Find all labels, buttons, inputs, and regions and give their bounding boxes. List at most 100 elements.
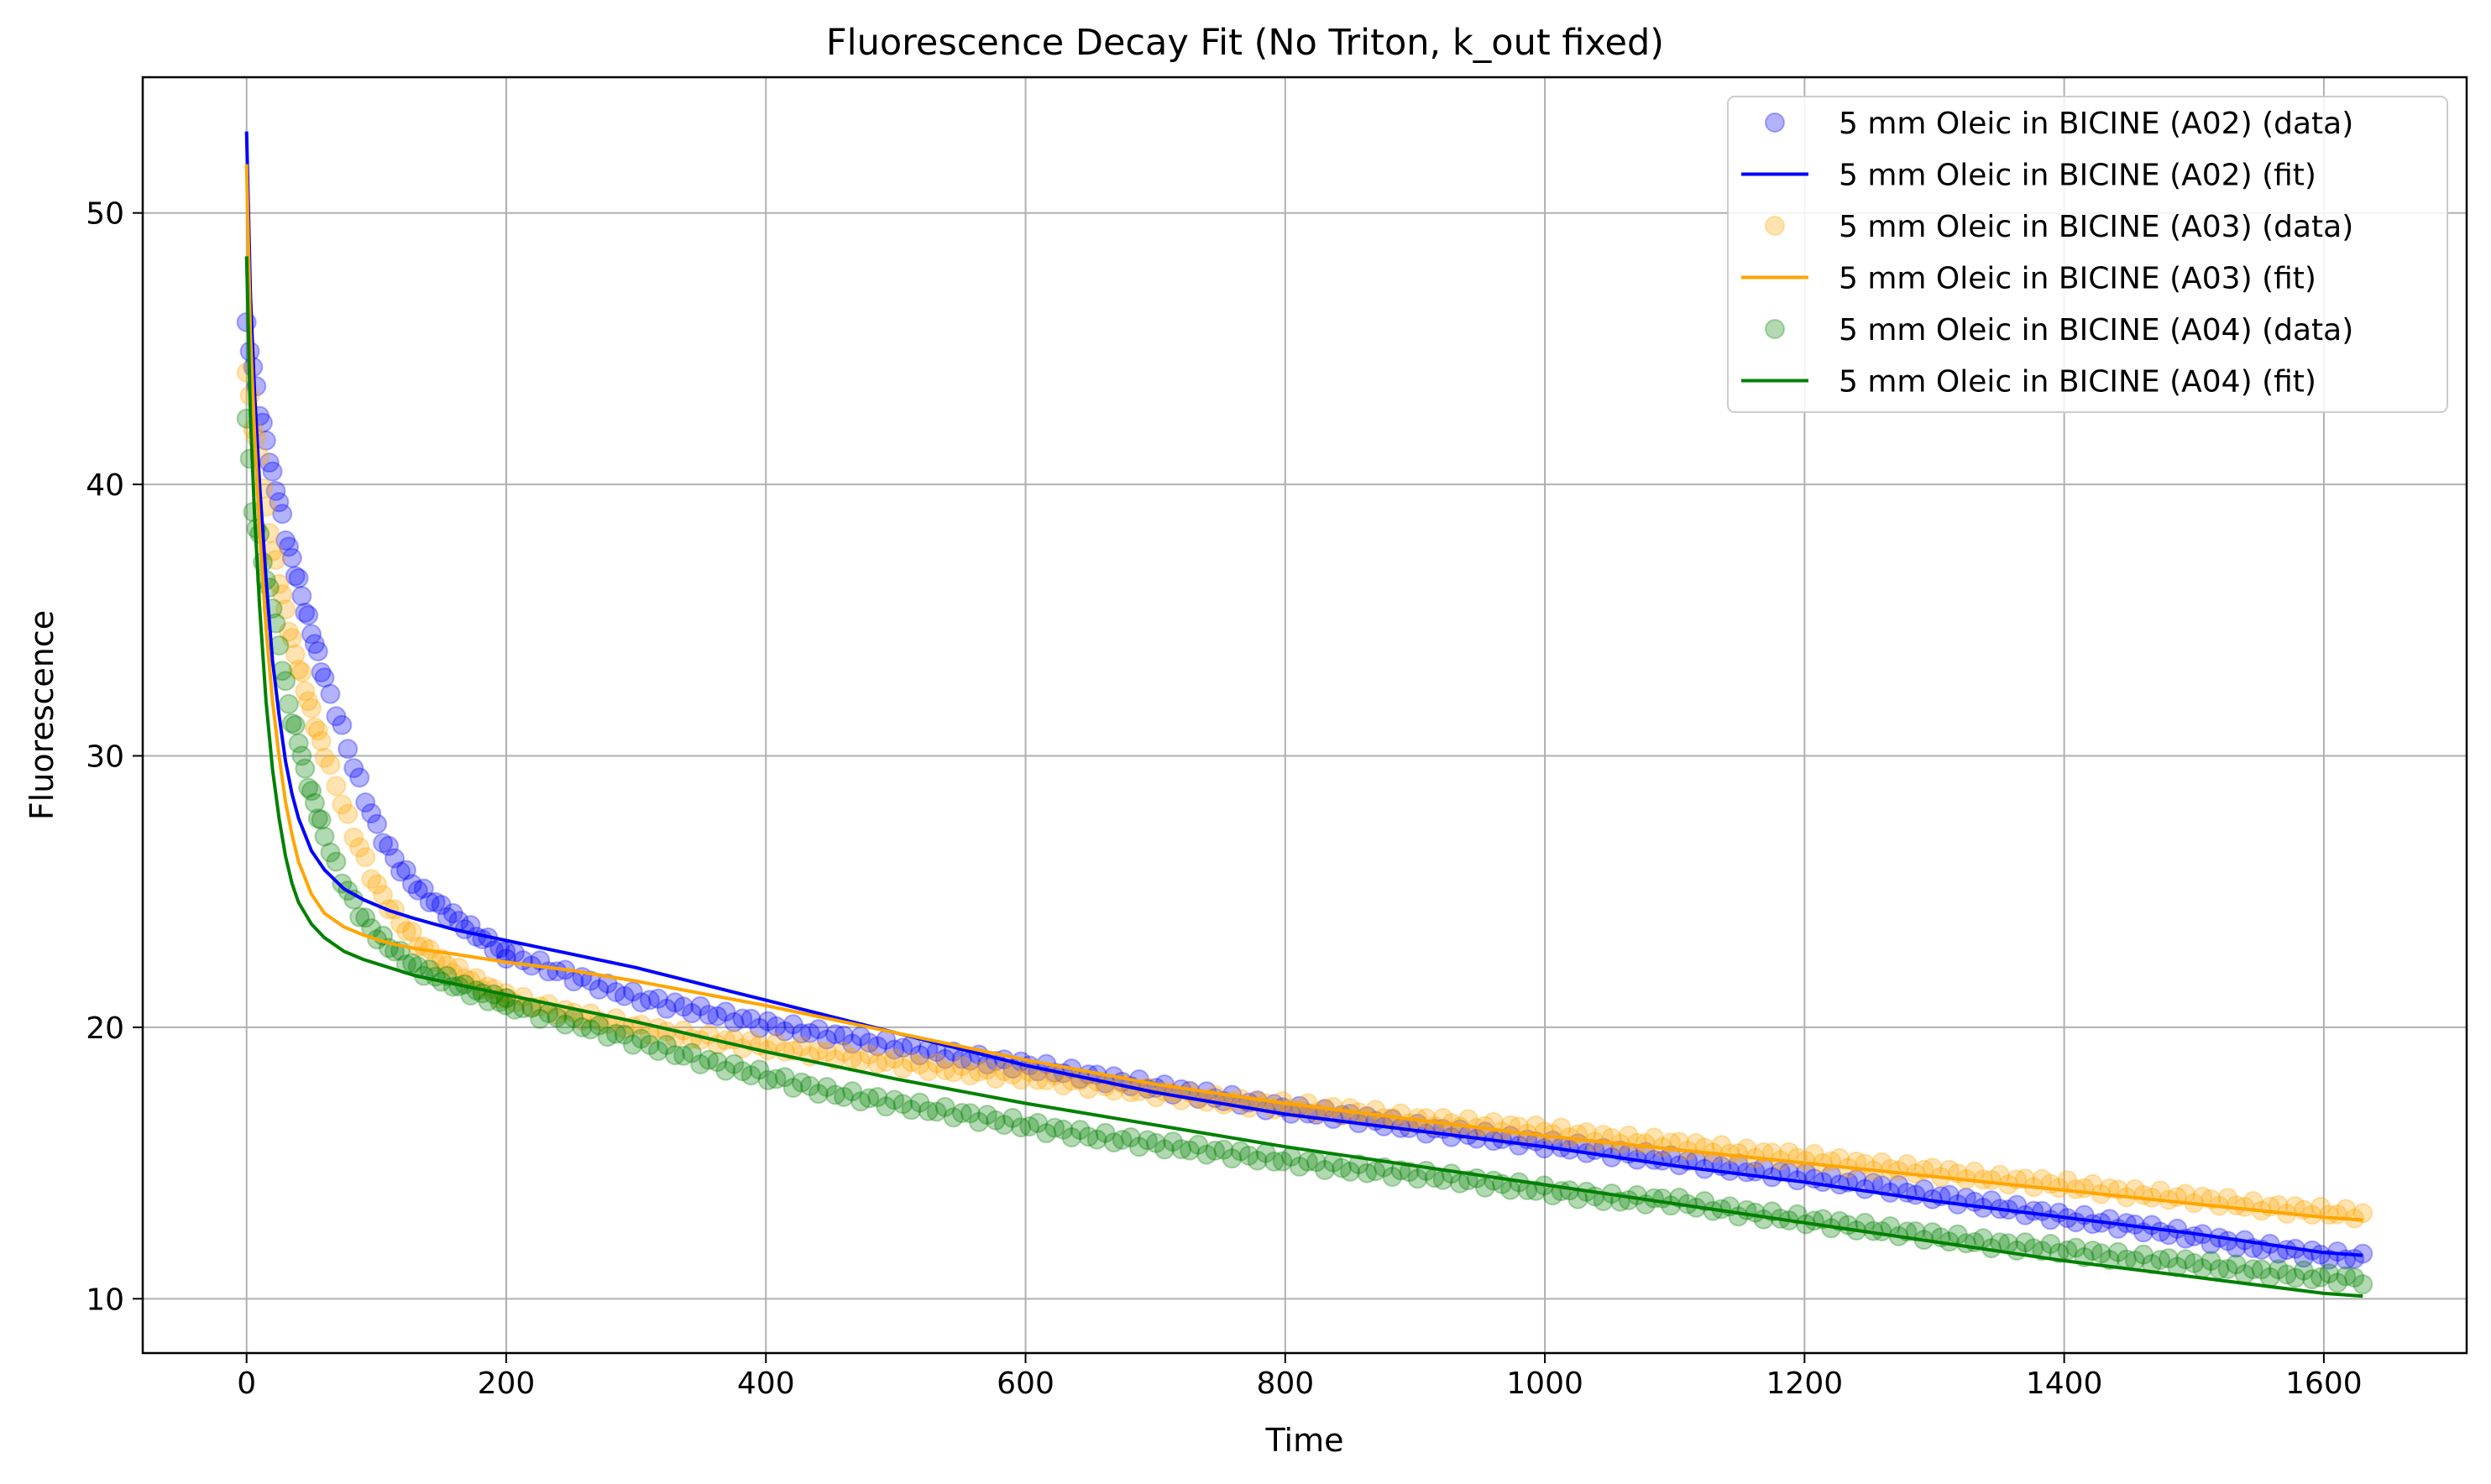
data-point	[304, 717, 325, 738]
data-point	[1011, 1069, 1032, 1090]
data-point	[1955, 1187, 1976, 1208]
data-point	[425, 891, 446, 912]
data-point	[791, 1036, 812, 1057]
data-point	[547, 1007, 568, 1028]
data-point	[1247, 1150, 1268, 1171]
data-point	[1365, 1161, 1386, 1182]
data-point	[262, 461, 283, 482]
data-point	[682, 1003, 703, 1024]
data-point	[307, 808, 328, 829]
data-point	[799, 1022, 820, 1043]
data-point	[1154, 1139, 1175, 1160]
data-point	[892, 1058, 913, 1079]
x-tick-label: 1000	[1506, 1366, 1583, 1401]
plot-frame	[141, 76, 2468, 1355]
x-axis-ticks: 0 200 400 600 800 1000 1200 1400 1600	[237, 1353, 2363, 1401]
data-point	[2175, 1249, 2196, 1270]
data-point	[597, 1027, 618, 1048]
data-point	[834, 1042, 854, 1063]
data-point	[2040, 1234, 2061, 1254]
data-point	[1036, 1123, 1057, 1144]
data-point	[994, 1115, 1014, 1136]
data-point	[960, 1065, 981, 1086]
data-point	[622, 1034, 643, 1055]
data-point	[740, 1008, 761, 1029]
x-tick-label: 1400	[2026, 1366, 2103, 1401]
data-point	[1407, 1168, 1428, 1189]
data-point	[332, 714, 353, 735]
data-point	[448, 957, 469, 978]
data-point	[884, 1039, 905, 1060]
data-point	[665, 992, 685, 1013]
data-point	[859, 1044, 880, 1065]
data-point	[901, 1052, 922, 1073]
data-point	[373, 833, 394, 854]
data-point	[715, 1060, 736, 1081]
data-point	[707, 1006, 728, 1027]
data-point	[269, 492, 290, 513]
data-point	[2015, 1168, 2036, 1189]
data-point	[614, 1024, 635, 1045]
data-point	[589, 1015, 610, 1036]
data-point	[572, 1016, 593, 1037]
data-point	[2184, 1252, 2205, 1273]
data-point	[390, 861, 411, 882]
data-point	[740, 1031, 761, 1051]
data-point	[413, 878, 434, 899]
data-point	[1222, 1148, 1243, 1169]
data-point	[2226, 1254, 2247, 1275]
data-point	[367, 813, 388, 834]
data-point	[361, 803, 382, 823]
data-point	[647, 1041, 668, 1062]
fit-line	[244, 131, 2363, 1257]
data-point	[298, 605, 319, 625]
data-point	[690, 1054, 711, 1074]
data-point	[2015, 1232, 2036, 1253]
data-point	[834, 1086, 854, 1107]
data-point	[1332, 1157, 1353, 1178]
data-point	[298, 777, 319, 798]
data-point	[699, 1049, 720, 1070]
data-point	[909, 1092, 930, 1113]
legend-marker	[1765, 112, 1785, 133]
data-point	[605, 1023, 626, 1044]
data-point	[311, 809, 332, 830]
data-point	[279, 621, 299, 642]
data-point	[291, 661, 312, 682]
data-point	[326, 706, 347, 727]
fit-line	[244, 164, 2363, 1222]
data-point	[1230, 1141, 1251, 1162]
data-point	[876, 1096, 897, 1117]
data-point	[2352, 1203, 2373, 1224]
data-point	[295, 681, 316, 702]
data-point	[673, 996, 694, 1017]
data-point	[1053, 1119, 1074, 1140]
data-point	[766, 1032, 787, 1053]
data-point	[808, 1084, 829, 1105]
data-point	[1028, 1112, 1049, 1133]
data-point	[842, 1048, 863, 1069]
data-point	[1171, 1139, 1192, 1160]
data-point	[799, 1075, 820, 1096]
data-point	[859, 1088, 880, 1109]
y-tick-label: 10	[86, 1283, 124, 1317]
data-point	[349, 907, 370, 928]
data-point	[1137, 1130, 1158, 1151]
data-point	[976, 1059, 997, 1080]
data-point	[850, 1091, 871, 1112]
data-point	[1044, 1117, 1065, 1138]
data-point	[291, 745, 312, 766]
data-point	[2209, 1259, 2230, 1280]
data-point	[1289, 1156, 1310, 1177]
data-point	[2091, 1243, 2112, 1264]
data-point	[968, 1111, 989, 1132]
data-point	[355, 907, 376, 928]
data-point	[2344, 1267, 2365, 1288]
data-point	[1297, 1151, 1318, 1172]
data-point	[1382, 1167, 1403, 1187]
data-point	[1019, 1116, 1040, 1137]
data-point	[343, 758, 364, 779]
data-point	[2293, 1260, 2314, 1281]
data-point	[320, 842, 341, 863]
data-point	[1128, 1137, 1149, 1157]
